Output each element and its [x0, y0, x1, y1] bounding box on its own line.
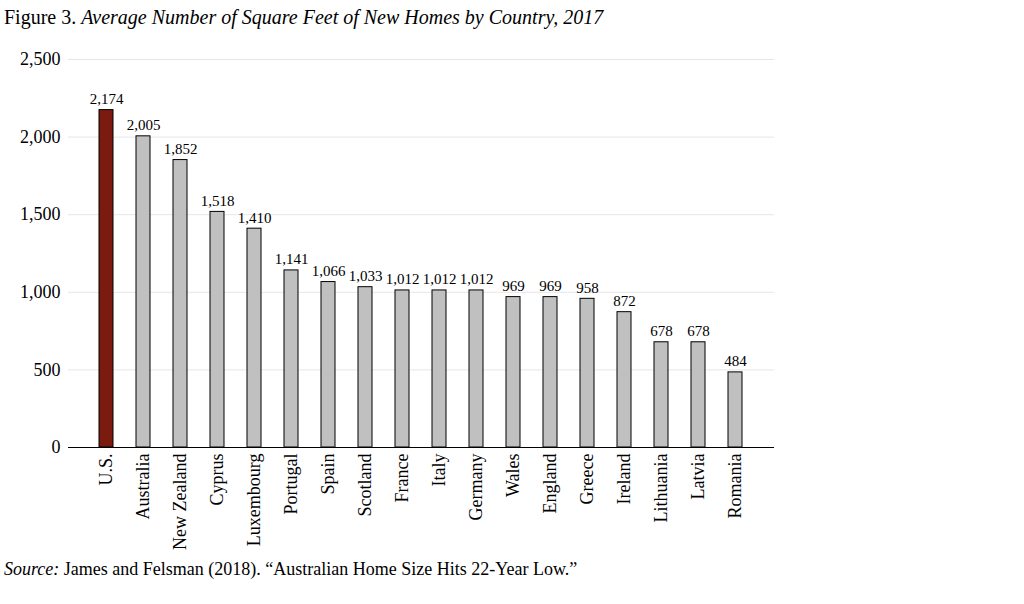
svg-text:1,852: 1,852 [164, 141, 198, 157]
svg-text:New Zealand: New Zealand [170, 454, 190, 550]
svg-text:Scotland: Scotland [355, 454, 375, 517]
svg-text:958: 958 [576, 280, 599, 296]
svg-text:1,012: 1,012 [460, 271, 494, 287]
svg-text:England: England [540, 454, 560, 514]
svg-text:2,500: 2,500 [20, 49, 61, 69]
svg-text:1,066: 1,066 [312, 263, 346, 279]
svg-text:2,174: 2,174 [90, 91, 124, 107]
svg-text:1,141: 1,141 [275, 251, 309, 267]
html-text:Figure 3. Average Number of Sq: Figure 3. Average Number of Square Feet … [4, 6, 604, 28]
svg-text:Portugal: Portugal [281, 454, 301, 515]
svg-text:2,000: 2,000 [20, 127, 61, 147]
svg-text:Germany: Germany [466, 454, 486, 521]
svg-text:Luxembourg: Luxembourg [244, 454, 264, 547]
svg-text:France: France [392, 454, 412, 503]
svg-text:Wales: Wales [503, 454, 523, 498]
svg-text:Cyprus: Cyprus [207, 454, 227, 506]
svg-text:Spain: Spain [318, 454, 338, 495]
svg-text:Ireland: Ireland [614, 454, 634, 505]
svg-text:678: 678 [650, 323, 673, 339]
svg-text:1,033: 1,033 [349, 268, 383, 284]
svg-text:969: 969 [502, 278, 525, 294]
svg-text:500: 500 [34, 360, 61, 380]
svg-text:1,410: 1,410 [238, 210, 272, 226]
svg-text:Lithuania: Lithuania [651, 453, 671, 522]
svg-text:1,518: 1,518 [201, 193, 235, 209]
svg-text:678: 678 [687, 323, 710, 339]
svg-text:1,012: 1,012 [386, 271, 420, 287]
svg-text:Australia: Australia [133, 453, 153, 519]
svg-text:0: 0 [52, 437, 61, 457]
svg-text:Italy: Italy [429, 454, 449, 487]
svg-text:Latvia: Latvia [688, 453, 708, 499]
svg-text:969: 969 [539, 278, 562, 294]
svg-text:1,012: 1,012 [423, 271, 457, 287]
svg-text:872: 872 [613, 293, 636, 309]
svg-text:U.S.: U.S. [96, 454, 116, 486]
svg-text:2,005: 2,005 [127, 117, 161, 133]
svg-text:Greece: Greece [577, 453, 597, 504]
svg-text:1,000: 1,000 [20, 282, 61, 302]
svg-text:484: 484 [724, 353, 747, 369]
svg-text:1,500: 1,500 [20, 204, 61, 224]
html-text:Source: James and Felsman (201: Source: James and Felsman (2018). “Austr… [4, 559, 578, 579]
svg-text:Romania: Romania [725, 454, 745, 519]
